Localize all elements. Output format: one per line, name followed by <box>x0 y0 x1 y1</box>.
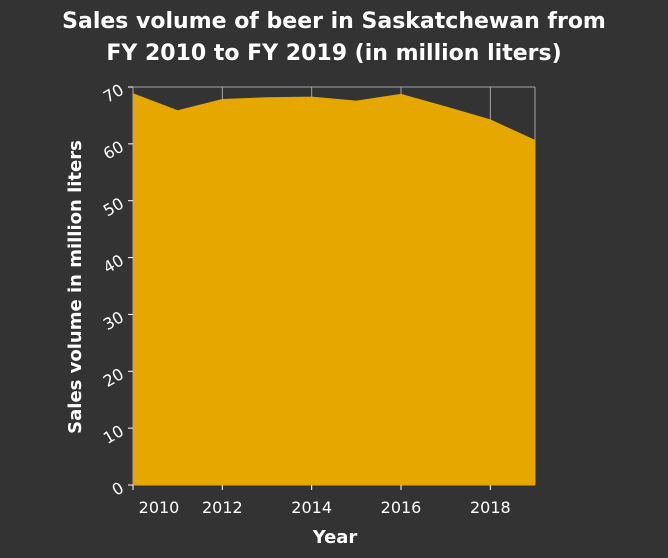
y-tick-label: 10 <box>100 421 127 448</box>
y-tick-label: 30 <box>100 307 127 334</box>
x-tick-label: 2018 <box>470 498 511 517</box>
y-tick-label: 60 <box>100 137 127 164</box>
chart-title-line-1: Sales volume of beer in Saskatchewan fro… <box>62 9 606 34</box>
y-tick-label: 20 <box>100 364 127 391</box>
x-axis-ticks: 2010 2012 2014 2016 2018 <box>132 485 511 517</box>
x-tick-label: 2012 <box>202 498 243 517</box>
y-tick-label: 40 <box>100 251 127 278</box>
y-axis-ticks: 0 10 20 30 40 50 60 70 <box>100 80 133 500</box>
sales-area <box>133 93 535 485</box>
x-tick-label: 2010 <box>139 498 180 517</box>
x-tick-label: 2014 <box>291 498 332 517</box>
x-tick-label: 2016 <box>381 498 422 517</box>
y-axis-label: Sales volume in million liters <box>65 140 86 434</box>
y-tick-label: 0 <box>109 478 127 500</box>
y-tick-label: 50 <box>100 194 127 221</box>
y-tick-label: 70 <box>100 80 127 107</box>
x-axis-label: Year <box>312 527 358 548</box>
chart-title-line-2: FY 2010 to FY 2019 (in million liters) <box>106 41 561 66</box>
